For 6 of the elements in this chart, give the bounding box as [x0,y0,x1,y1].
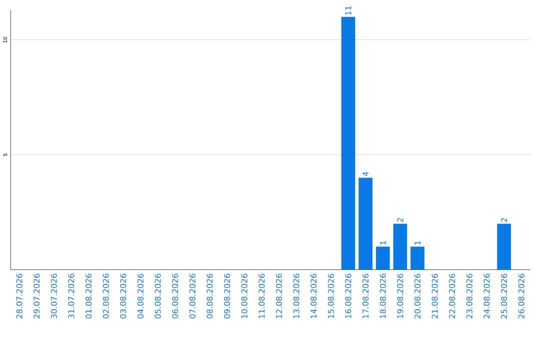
bar [497,224,511,270]
bar [410,246,424,270]
bar [376,246,390,270]
bar [358,178,372,270]
bar [393,224,408,270]
bar [341,17,356,270]
